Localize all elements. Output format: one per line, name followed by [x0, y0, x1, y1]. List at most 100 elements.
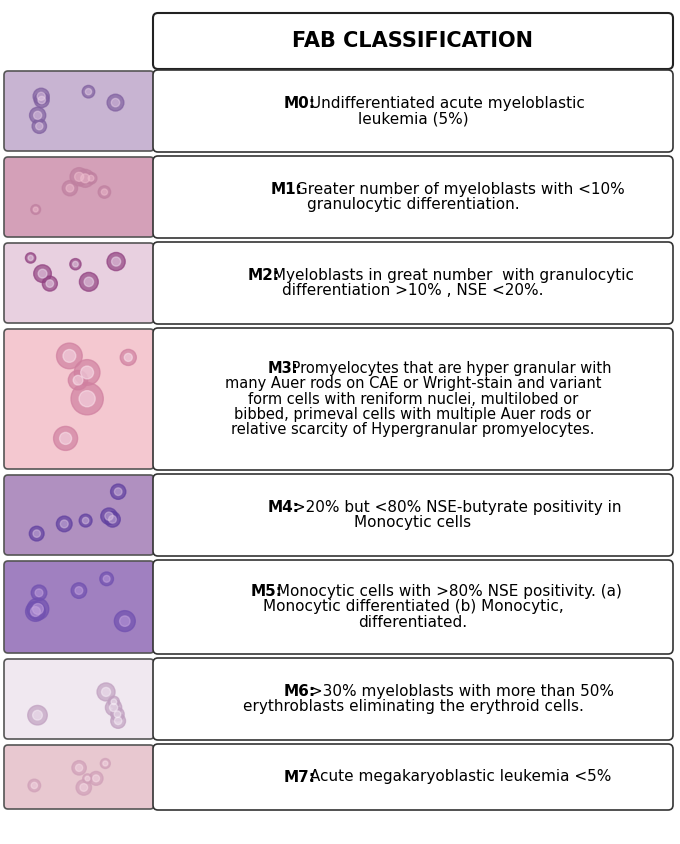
Circle shape — [33, 711, 42, 720]
FancyBboxPatch shape — [153, 156, 673, 238]
Circle shape — [33, 89, 49, 105]
Circle shape — [108, 696, 120, 707]
Circle shape — [105, 700, 122, 716]
Circle shape — [114, 711, 121, 717]
Text: M7:: M7: — [284, 770, 316, 785]
Text: M0:: M0: — [284, 95, 316, 111]
Circle shape — [85, 776, 90, 781]
Text: M2:: M2: — [248, 268, 279, 283]
Circle shape — [103, 576, 110, 582]
Circle shape — [72, 760, 86, 775]
Circle shape — [38, 96, 46, 104]
Circle shape — [27, 598, 49, 619]
Circle shape — [35, 589, 43, 597]
Text: M3:: M3: — [268, 361, 299, 376]
Circle shape — [71, 583, 86, 598]
FancyBboxPatch shape — [4, 745, 154, 809]
FancyBboxPatch shape — [4, 243, 154, 323]
Circle shape — [38, 269, 47, 278]
Text: >30% myeloblasts with more than 50%: >30% myeloblasts with more than 50% — [305, 684, 613, 699]
Circle shape — [79, 514, 92, 527]
Text: bibbed, primeval cells with multiple Auer rods or: bibbed, primeval cells with multiple Aue… — [235, 407, 592, 422]
Circle shape — [31, 204, 41, 214]
Circle shape — [101, 508, 117, 524]
Text: differentiation >10% , NSE <20%.: differentiation >10% , NSE <20%. — [282, 284, 544, 299]
FancyBboxPatch shape — [153, 658, 673, 740]
Circle shape — [112, 99, 120, 107]
Circle shape — [68, 371, 88, 390]
Circle shape — [74, 360, 100, 386]
Circle shape — [28, 706, 47, 725]
Circle shape — [111, 707, 124, 721]
Circle shape — [103, 761, 108, 766]
Text: erythroblasts eliminating the erythroid cells.: erythroblasts eliminating the erythroid … — [243, 700, 583, 715]
FancyBboxPatch shape — [4, 475, 154, 555]
FancyBboxPatch shape — [4, 329, 154, 469]
Circle shape — [114, 611, 135, 631]
FancyBboxPatch shape — [4, 659, 154, 739]
Circle shape — [80, 783, 88, 792]
Circle shape — [105, 511, 120, 528]
Circle shape — [56, 516, 72, 532]
Circle shape — [25, 252, 36, 263]
Text: FAB CLASSIFICATION: FAB CLASSIFICATION — [292, 31, 534, 51]
Text: granulocytic differentiation.: granulocytic differentiation. — [307, 197, 520, 213]
Circle shape — [33, 530, 40, 538]
Circle shape — [35, 122, 43, 130]
Circle shape — [81, 174, 90, 183]
FancyBboxPatch shape — [153, 328, 673, 470]
Text: form cells with reniform nuclei, multilobed or: form cells with reniform nuclei, multilo… — [248, 392, 578, 407]
Circle shape — [109, 704, 118, 711]
Circle shape — [26, 602, 46, 621]
Circle shape — [109, 516, 116, 523]
FancyBboxPatch shape — [153, 474, 673, 556]
FancyBboxPatch shape — [153, 13, 673, 69]
Circle shape — [76, 780, 92, 795]
Circle shape — [76, 170, 94, 187]
Text: M6:: M6: — [284, 684, 316, 699]
Circle shape — [101, 687, 111, 696]
Circle shape — [29, 526, 44, 541]
Text: M1:: M1: — [271, 181, 303, 197]
Circle shape — [81, 366, 94, 379]
Circle shape — [32, 119, 46, 133]
Circle shape — [60, 432, 71, 445]
Circle shape — [28, 779, 41, 792]
Text: >20% but <80% NSE-butyrate positivity in: >20% but <80% NSE-butyrate positivity in — [288, 500, 622, 515]
FancyBboxPatch shape — [153, 560, 673, 654]
Text: relative scarcity of Hypergranular promyelocytes.: relative scarcity of Hypergranular promy… — [231, 422, 595, 437]
FancyBboxPatch shape — [153, 744, 673, 810]
Text: Myeloblasts in great number  with granulocytic: Myeloblasts in great number with granulo… — [269, 268, 634, 283]
FancyBboxPatch shape — [4, 561, 154, 653]
Circle shape — [46, 280, 54, 287]
Circle shape — [70, 168, 88, 186]
FancyBboxPatch shape — [4, 71, 154, 151]
FancyBboxPatch shape — [153, 242, 673, 324]
Circle shape — [31, 585, 47, 601]
Circle shape — [56, 343, 82, 369]
Circle shape — [34, 93, 49, 107]
Text: Monocytic cells: Monocytic cells — [354, 516, 471, 531]
Text: Promyelocytes that are hyper granular with: Promyelocytes that are hyper granular wi… — [288, 361, 612, 376]
Circle shape — [75, 172, 84, 181]
Circle shape — [73, 376, 83, 385]
Circle shape — [101, 189, 107, 195]
Circle shape — [79, 391, 95, 407]
Circle shape — [107, 95, 124, 111]
Text: Monocytic differentiated (b) Monocytic,: Monocytic differentiated (b) Monocytic, — [262, 599, 563, 614]
Text: Monocytic cells with >80% NSE positivity. (a): Monocytic cells with >80% NSE positivity… — [271, 583, 622, 598]
Text: many Auer rods on CAE or Wright-stain and variant: many Auer rods on CAE or Wright-stain an… — [225, 376, 601, 392]
Circle shape — [86, 89, 92, 95]
Circle shape — [33, 207, 38, 212]
Circle shape — [82, 85, 95, 98]
Circle shape — [34, 265, 52, 283]
Circle shape — [98, 186, 111, 198]
Circle shape — [120, 616, 130, 626]
Circle shape — [112, 257, 120, 266]
Circle shape — [111, 484, 126, 500]
Circle shape — [70, 258, 81, 270]
Text: M5:: M5: — [251, 583, 283, 598]
Circle shape — [28, 256, 33, 261]
Circle shape — [111, 699, 117, 705]
Circle shape — [89, 771, 103, 785]
